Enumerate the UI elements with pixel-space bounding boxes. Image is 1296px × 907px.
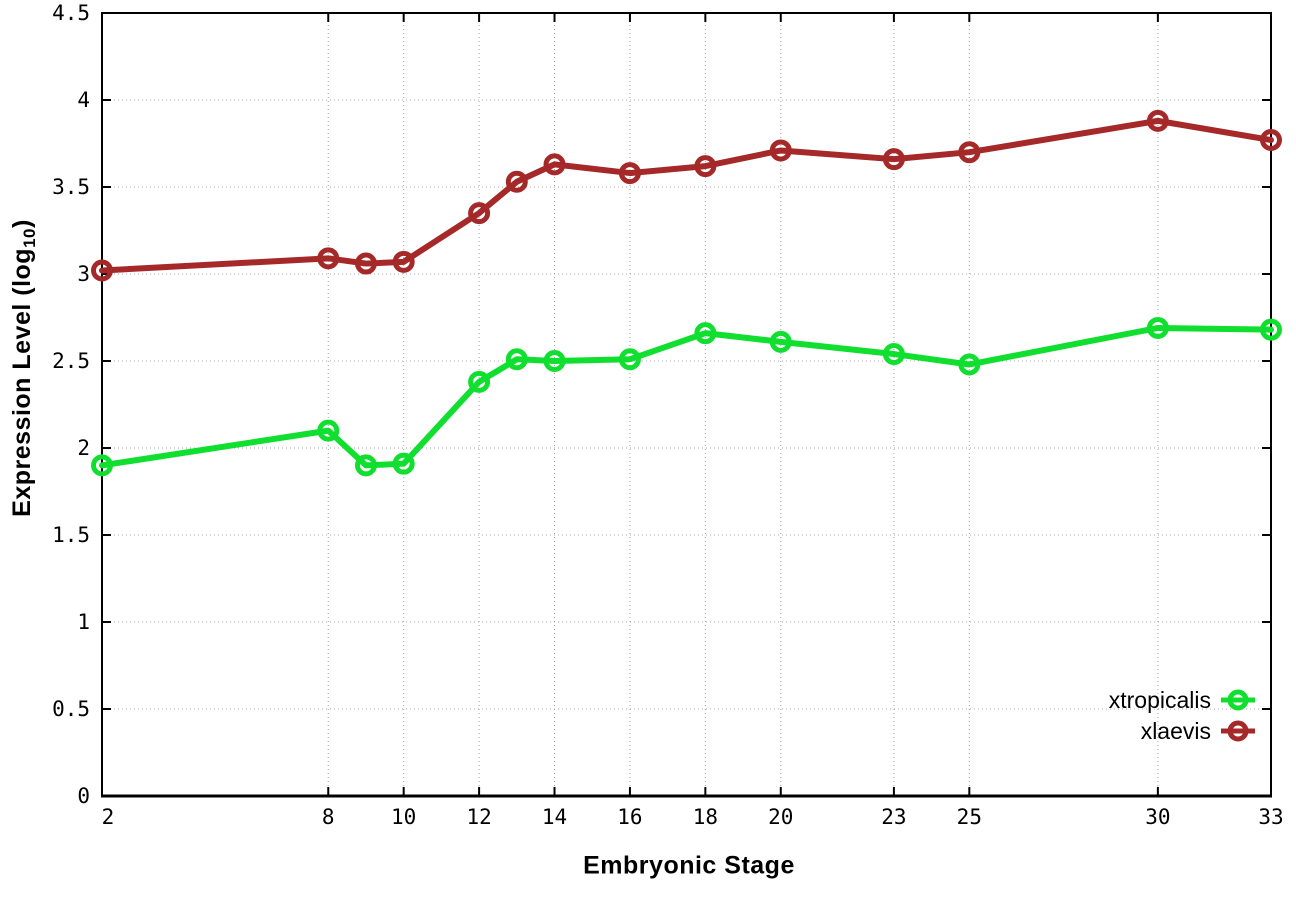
- x-tick-label: 25: [957, 805, 982, 829]
- data-point-xtropicalis-stage-20: [769, 330, 792, 353]
- data-point-xlaevis-stage-18: [694, 155, 717, 178]
- data-point-xtropicalis-stage-2: [91, 454, 113, 477]
- data-point-xtropicalis-stage-25: [958, 353, 981, 376]
- y-tick-label: 2.5: [52, 349, 90, 373]
- data-point-xtropicalis-stage-30: [1146, 316, 1169, 339]
- data-point-xlaevis-stage-20: [769, 139, 792, 162]
- data-point-xlaevis-stage-13: [505, 170, 528, 193]
- legend-label-xlaevis: xlaevis: [1140, 718, 1211, 744]
- x-tick-label: 2: [102, 805, 115, 829]
- x-tick-label: 8: [322, 805, 335, 829]
- legend: xtropicalis xlaevis: [1109, 685, 1255, 746]
- x-tick-label: 12: [466, 805, 491, 829]
- x-tick-label: 30: [1145, 805, 1170, 829]
- legend-marker-xlaevis-icon: [1221, 720, 1255, 742]
- data-point-xlaevis-stage-2: [91, 259, 113, 282]
- data-point-xtropicalis-stage-18: [694, 322, 717, 345]
- data-point-xtropicalis-stage-12: [468, 370, 491, 393]
- data-point-xtropicalis-stage-33: [1260, 318, 1282, 341]
- data-point-xtropicalis-stage-10: [392, 452, 415, 475]
- data-point-xlaevis-stage-30: [1146, 109, 1169, 132]
- y-tick-label: 4: [77, 88, 90, 112]
- series-line-xlaevis: [99, 117, 1274, 274]
- y-axis-title: Expression Level (log10): [8, 219, 40, 517]
- data-point-xlaevis-stage-12: [468, 202, 491, 225]
- legend-marker-xtropicalis-icon: [1221, 689, 1255, 711]
- data-point-xlaevis-stage-25: [958, 141, 981, 164]
- data-point-xlaevis-stage-10: [392, 250, 415, 273]
- data-point-xlaevis-stage-8: [317, 247, 340, 270]
- y-tick-label: 3: [77, 262, 90, 286]
- data-point-xtropicalis-stage-8: [317, 419, 340, 442]
- x-tick-label: 20: [768, 805, 793, 829]
- data-point-xlaevis-stage-33: [1260, 129, 1282, 152]
- legend-item-xtropicalis: xtropicalis: [1109, 685, 1255, 715]
- legend-label-xtropicalis: xtropicalis: [1108, 687, 1211, 713]
- data-point-xtropicalis-stage-13: [505, 348, 528, 371]
- x-axis-title: Embryonic Stage: [583, 851, 795, 880]
- data-point-xlaevis-stage-9: [354, 252, 377, 275]
- x-tick-label: 33: [1258, 805, 1283, 829]
- y-tick-label: 0.5: [52, 697, 90, 721]
- series-line-xtropicalis: [99, 324, 1274, 469]
- data-point-xtropicalis-stage-14: [543, 350, 566, 372]
- y-tick-label: 1: [77, 610, 90, 634]
- x-tick-label: 18: [693, 805, 718, 829]
- y-tick-label: 2: [77, 436, 90, 460]
- data-point-xtropicalis-stage-16: [618, 348, 641, 371]
- x-tick-label: 14: [542, 805, 567, 829]
- y-axis-title-text: Expression Level (log: [8, 247, 37, 517]
- data-point-xtropicalis-stage-9: [354, 454, 377, 477]
- x-tick-label: 10: [391, 805, 416, 829]
- y-tick-label: 0: [77, 784, 90, 808]
- x-tick-label: 16: [617, 805, 642, 829]
- y-tick-label: 4.5: [52, 1, 90, 25]
- y-tick-label: 1.5: [52, 523, 90, 547]
- y-tick-label: 3.5: [52, 175, 90, 199]
- legend-item-xlaevis: xlaevis: [1109, 716, 1255, 746]
- data-point-xlaevis-stage-23: [882, 148, 905, 171]
- x-tick-label: 23: [881, 805, 906, 829]
- y-axis-title-subscript: 10: [19, 227, 39, 248]
- data-point-xlaevis-stage-16: [618, 162, 641, 185]
- data-point-xtropicalis-stage-23: [882, 343, 905, 366]
- y-axis-title-close: ): [8, 219, 37, 228]
- data-point-xlaevis-stage-14: [543, 153, 566, 176]
